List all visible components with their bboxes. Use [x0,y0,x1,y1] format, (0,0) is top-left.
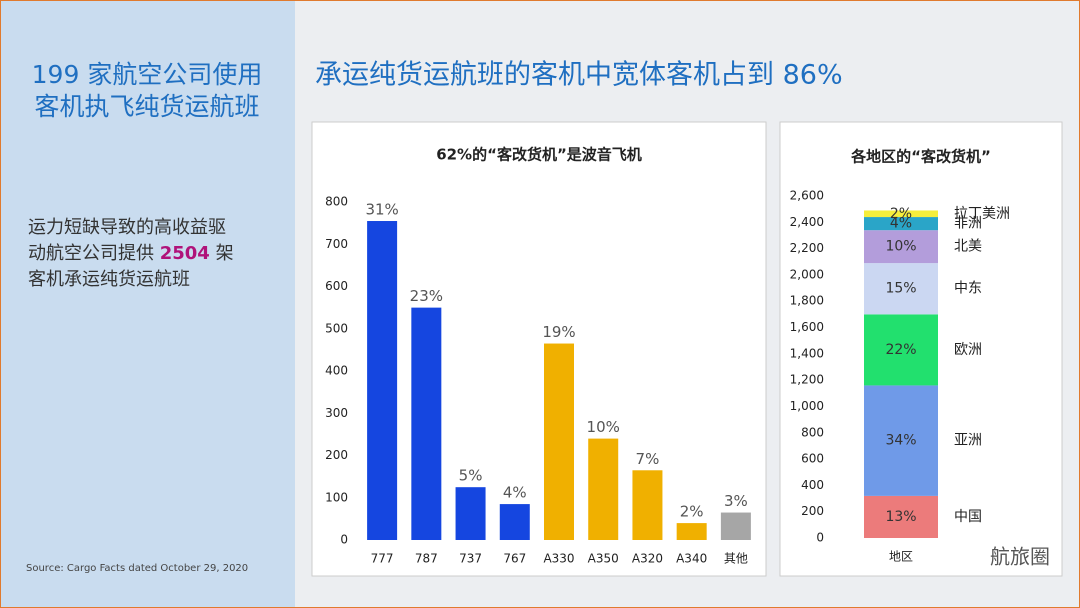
side-panel [0,0,295,608]
y-tick-label: 100 [325,490,348,504]
source: Source: Cargo Facts dated October 29, 20… [26,563,248,574]
bar-segment [864,314,938,386]
y-tick-label: 400 [801,478,824,492]
share-label: 10% [885,239,916,255]
bar-segment [864,217,938,231]
y-tick-label: 2,600 [790,189,824,203]
x-tick-label: 787 [415,552,438,566]
body-text: 动航空公司提供 [28,243,160,264]
highlight-number: 2504 [160,243,210,264]
bar-segment [864,210,938,218]
y-tick-label: 700 [325,237,348,251]
x-tick-label: 其他 [724,552,748,566]
share-label: 13% [885,509,916,525]
legend-label: 中东 [954,281,982,297]
x-tick-label: A350 [588,552,619,566]
body-text: 架 [210,243,234,264]
y-tick-label: 300 [325,406,348,420]
share-label: 5% [459,467,483,485]
y-tick-label: 800 [325,195,348,209]
bar-segment [864,495,938,538]
x-tick-label: A320 [632,552,663,566]
share-label: 31% [365,201,398,219]
bar [411,307,442,540]
main-title: 承运纯货运航班的客机中宽体客机占到 86% [315,60,843,91]
y-tick-label: 600 [325,279,348,293]
body-text: 运力短缺导致的高收益驱 [28,217,226,238]
bar [632,470,663,540]
bar-segment [864,263,938,315]
y-tick-label: 2,000 [790,267,824,281]
share-label: 7% [636,450,660,468]
x-tick-label: 地区 [889,550,913,564]
legend-label: 欧洲 [954,342,982,358]
legend-label: 北美 [954,239,982,255]
legend-label: 中国 [954,509,982,525]
y-tick-label: 0 [816,531,824,545]
y-tick-label: 400 [325,364,348,378]
bar [367,221,398,540]
share-label: 4% [503,484,527,502]
share-label: 3% [724,492,748,510]
legend-label: 亚洲 [954,433,982,449]
x-tick-label: A340 [676,552,707,566]
bar-segment [864,230,938,264]
bar-segment [864,385,938,496]
body-text: 客机承运纯货运航班 [28,269,190,290]
share-label: 23% [410,287,443,305]
chart-title: 各地区的“客改货机” [850,148,991,166]
watermark: 航旅圈 [990,545,1050,569]
y-tick-label: 600 [801,452,824,466]
legend-label: 拉丁美洲 [954,206,1010,222]
body-text: 动航空公司提供 2504 架 [28,243,234,264]
share-label: 10% [587,418,620,436]
y-tick-label: 800 [801,425,824,439]
y-tick-label: 2,200 [790,241,824,255]
y-tick-label: 1,800 [790,294,824,308]
y-tick-label: 500 [325,321,348,335]
x-tick-label: 737 [459,552,482,566]
x-tick-label: 767 [503,552,526,566]
y-tick-label: 200 [801,504,824,518]
share-label: 4% [890,216,912,232]
y-tick-label: 1,000 [790,399,824,413]
bar [720,512,751,540]
y-tick-label: 0 [340,533,348,547]
side-title: 客机执飞纯货运航班 [34,92,259,121]
y-tick-label: 200 [325,448,348,462]
y-tick-label: 2,400 [790,215,824,229]
y-tick-label: 1,600 [790,320,824,334]
share-label: 15% [885,281,916,297]
share-label: 34% [885,433,916,449]
x-tick-label: A330 [543,552,574,566]
side-title: 199 家航空公司使用 [32,60,263,89]
y-tick-label: 1,200 [790,373,824,387]
bar [676,523,707,540]
share-label: 19% [542,323,575,341]
share-label: 22% [885,342,916,358]
y-tick-label: 1,400 [790,346,824,360]
legend-label: 非洲 [954,216,982,232]
share-label: 2% [680,503,704,521]
bar [588,438,619,540]
bar [499,504,530,540]
share-label: 2% [890,206,912,222]
bar [544,343,574,540]
x-tick-label: 777 [371,552,394,566]
bar [455,487,486,540]
chart-title: 62%的“客改货机”是波音飞机 [436,146,642,164]
